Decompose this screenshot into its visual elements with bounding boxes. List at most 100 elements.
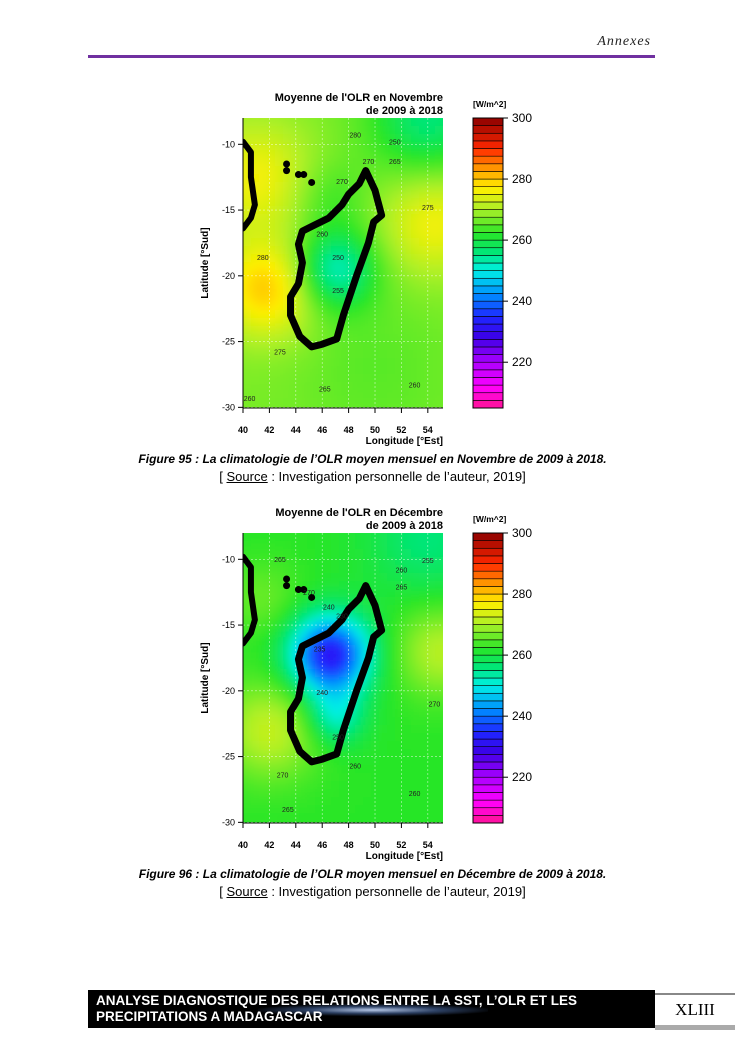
field-cell (315, 326, 324, 335)
colorbar-band (472, 262, 504, 271)
field-cell (411, 134, 420, 143)
field-cell (379, 749, 388, 758)
colorbar-band (472, 547, 504, 557)
field-cell (443, 382, 452, 391)
field-cell (243, 358, 252, 367)
field-cell (339, 174, 348, 183)
field-cell (403, 549, 412, 558)
field-cell (323, 358, 332, 367)
field-cell (283, 741, 292, 750)
field-cell (379, 126, 388, 135)
field-cell (387, 741, 396, 750)
field-cell (259, 206, 268, 215)
field-cell (395, 653, 404, 662)
field-cell (267, 581, 276, 590)
field-cell (379, 134, 388, 143)
x-tick-label: 54 (423, 840, 433, 850)
field-cell (379, 557, 388, 566)
field-cell (259, 118, 268, 119)
field-cell (443, 118, 452, 127)
field-cell (347, 134, 356, 143)
field-cell (363, 126, 372, 135)
field-cell (443, 597, 452, 606)
field-cell (435, 797, 443, 806)
field-cell (379, 374, 388, 383)
field-cell (419, 310, 428, 319)
field-cell (427, 254, 436, 263)
field-cell (355, 701, 364, 710)
field-cell (371, 669, 380, 678)
field-cell (395, 709, 404, 718)
field-cell (291, 757, 300, 766)
field-cell (243, 286, 252, 295)
field-cell (411, 805, 420, 814)
field-cell (387, 677, 396, 686)
field-cell (267, 134, 276, 143)
field-cell (355, 645, 364, 654)
field-cell (443, 629, 452, 638)
page-number: XLIII (655, 993, 735, 1030)
field-cell (259, 374, 268, 383)
colorbar-band (472, 616, 504, 625)
colorbar-band (472, 178, 504, 187)
field-cell (251, 358, 260, 367)
field-cell (371, 206, 380, 215)
field-cell (307, 398, 316, 407)
field-cell (443, 677, 452, 686)
field-cell (443, 797, 452, 806)
field-cell (427, 358, 436, 367)
field-cell (331, 238, 340, 247)
field-cell (347, 350, 356, 359)
field-cell (243, 573, 252, 582)
field-cell (355, 214, 364, 223)
field-cell (443, 757, 452, 766)
field-cell (339, 757, 348, 766)
field-cell (323, 637, 332, 646)
comoros-island (300, 586, 308, 594)
field-cell (379, 270, 388, 279)
colorbar-band (472, 339, 504, 348)
field-cell (435, 262, 443, 271)
field-cell (315, 390, 324, 399)
field-cell (275, 725, 284, 734)
field-cell (403, 805, 412, 814)
field-cell (427, 549, 436, 558)
field-cell (403, 829, 412, 838)
colorbar-band (472, 369, 504, 378)
field-cell (363, 797, 372, 806)
field-cell (307, 813, 316, 822)
field-cell (339, 350, 348, 359)
field-cell (435, 254, 443, 263)
field-cell (435, 350, 443, 359)
field-cell (355, 326, 364, 335)
field-cell (443, 653, 452, 662)
field-cell (323, 821, 332, 823)
field-cell (251, 118, 260, 127)
y-tick-label: -30 (222, 402, 235, 412)
colorbar-tick-label: 240 (512, 709, 532, 723)
field-cell (267, 533, 276, 542)
field-cell (427, 366, 436, 375)
field-cell (307, 789, 316, 798)
field-cell (259, 350, 268, 359)
field-cell (363, 541, 372, 550)
field-cell (243, 533, 244, 534)
field-cell (371, 645, 380, 654)
field-cell (443, 525, 452, 534)
field-cell (315, 693, 324, 702)
field-cell (251, 366, 260, 375)
field-cell (403, 214, 412, 223)
field-cell (307, 326, 316, 335)
field-cell (259, 406, 268, 408)
field-cell (331, 406, 340, 408)
contour-label: 270 (429, 702, 441, 709)
field-cell (419, 166, 428, 175)
field-cell (427, 701, 436, 710)
field-cell (387, 685, 396, 694)
field-cell (315, 629, 324, 638)
field-cell (315, 150, 324, 159)
field-cell (259, 222, 268, 231)
field-cell (323, 166, 332, 175)
field-cell (323, 262, 332, 271)
field-cell (395, 797, 404, 806)
